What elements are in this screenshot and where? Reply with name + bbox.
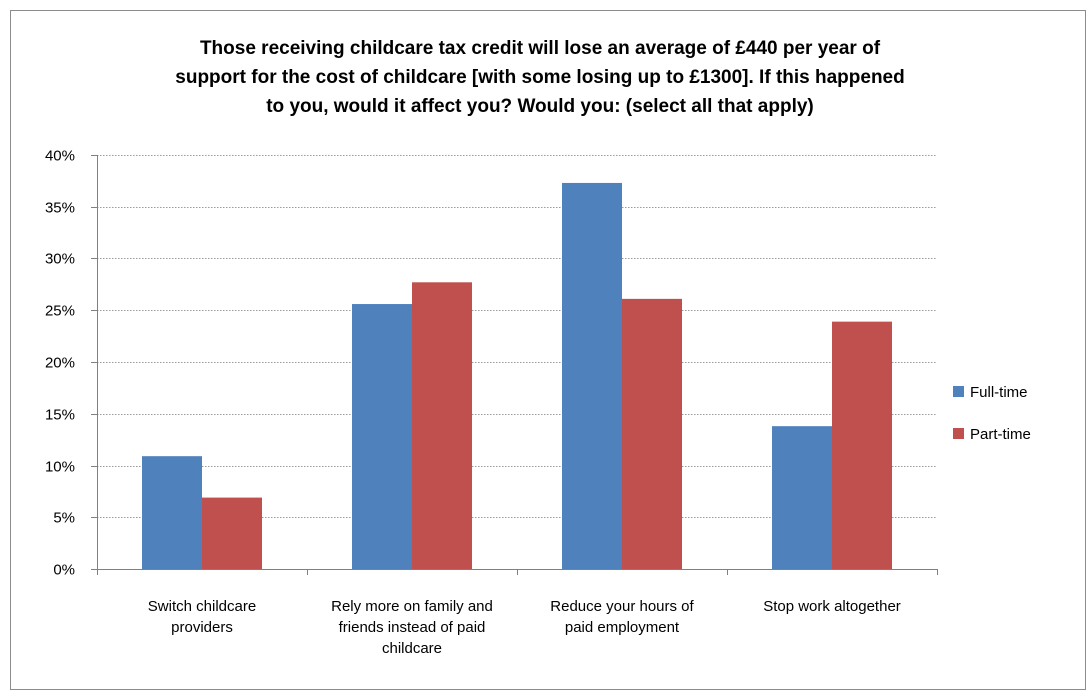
bar-full-time [142,456,202,569]
bar-full-time [352,304,412,569]
title-line-2: support for the cost of childcare [with … [175,67,905,88]
y-tick-label: 35% [45,200,75,217]
legend-label: Part-time [970,426,1031,443]
legend-swatch [953,386,964,397]
bar-part-time [202,497,262,569]
y-tick-label: 40% [45,148,75,165]
legend-label: Full-time [970,384,1028,401]
bar-full-time [772,426,832,569]
bar-part-time [412,282,472,569]
title-line-3: to you, would it affect you? Would you: … [266,96,814,117]
x-axis: Switch childcare providers Rely more on fa… [97,569,938,657]
y-tick-label: 10% [45,459,75,476]
bar-part-time [832,321,892,569]
y-tick-label: 0% [53,562,75,579]
bars [142,182,892,569]
x-category-label: Switch childcare providers [148,598,256,636]
title-line-1: Those receiving childcare tax credit wil… [199,38,881,59]
bar-full-time [562,182,622,569]
x-category-label: Rely more on family and friends instead o… [331,598,493,657]
legend-swatch [953,428,964,439]
y-tick-label: 30% [45,251,75,268]
y-tick-label: 5% [53,510,75,527]
y-tick-label: 20% [45,355,75,372]
x-category-label: Reduce your hours of paid employment [550,598,694,636]
x-category-label: Stop work altogether [763,598,901,615]
chart-title: Those receiving childcare tax credit wil… [110,34,970,121]
y-tick-label: 15% [45,407,75,424]
y-tick-label: 25% [45,303,75,320]
chart-frame [10,10,1086,690]
legend: Full-time Part-time [953,384,1031,443]
y-axis: 0% 5% 10% 15% 20% 25% 30% 35% 40% [45,148,98,579]
bar-part-time [622,298,682,569]
